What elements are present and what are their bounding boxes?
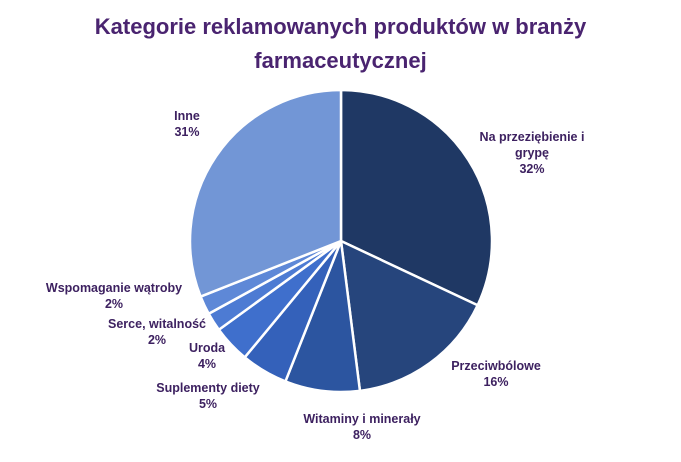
slice-5-percent-label: 4% <box>198 357 216 371</box>
slice-5-label: Uroda <box>189 341 226 355</box>
slice-7-percent-label: 2% <box>105 297 123 311</box>
slice-3-percent-label: 8% <box>353 428 371 442</box>
slice-1-percent-label: 32% <box>519 162 544 176</box>
chart-title-line-1: Kategorie reklamowanych produktów w bran… <box>94 14 587 39</box>
chart-title: Kategorie reklamowanych produktów w bran… <box>0 10 681 78</box>
slice-6-percent-label: 2% <box>148 333 166 347</box>
slice-1-label: grypę <box>515 146 549 160</box>
slice-1-label: Na przeziębienie i <box>480 130 585 144</box>
chart-title-line-2: farmaceutycznej <box>254 48 427 73</box>
slice-4-label: Suplementy diety <box>156 381 260 395</box>
pie-slice-1 <box>339 88 494 307</box>
pie-slice-8 <box>188 88 343 298</box>
slice-8-percent-label: 31% <box>174 125 199 139</box>
slice-3-label: Witaminy i minerały <box>303 412 420 426</box>
slice-2-label: Przeciwbólowe <box>451 359 541 373</box>
pie-slice-2 <box>339 239 479 393</box>
slice-7-label: Wspomaganie wątroby <box>46 281 182 295</box>
slice-8-label: Inne <box>174 109 200 123</box>
slice-2-percent-label: 16% <box>483 375 508 389</box>
slice-4-percent-label: 5% <box>199 397 217 411</box>
slice-6-label: Serce, witalność <box>108 317 206 331</box>
